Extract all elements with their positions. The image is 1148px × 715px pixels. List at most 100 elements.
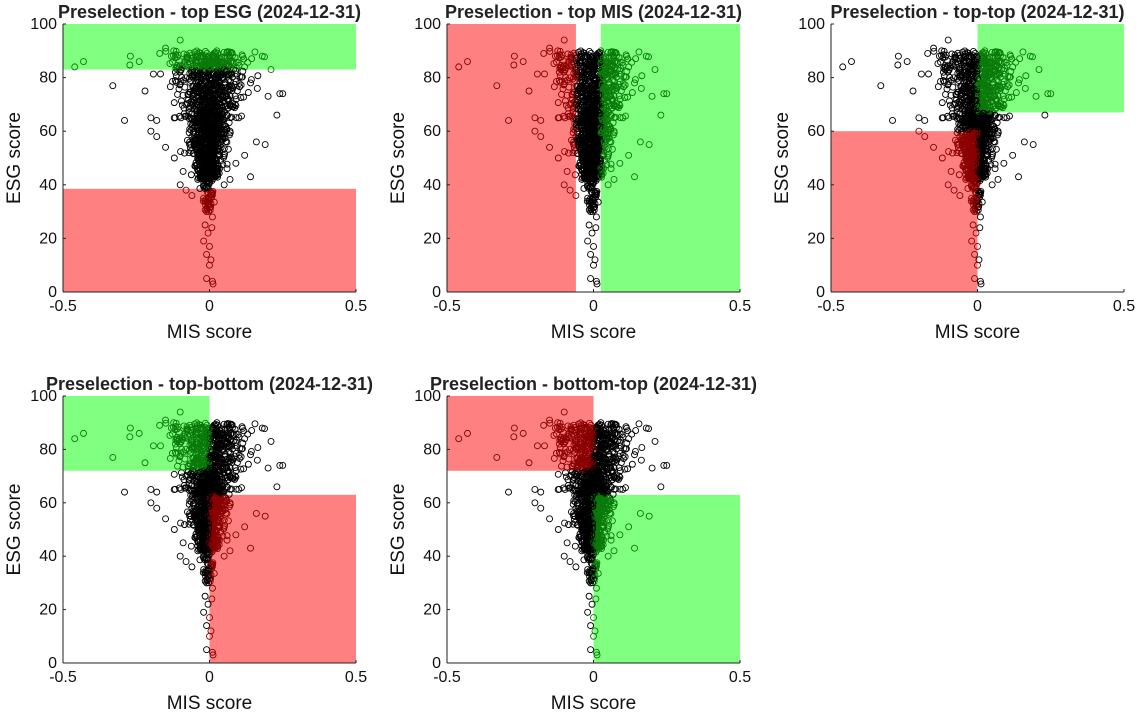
data-point [185, 149, 193, 157]
chart-title: Preselection - top ESG (2024-12-31) [58, 2, 361, 22]
data-point [976, 213, 984, 221]
data-point [174, 90, 181, 98]
data-point [198, 146, 206, 154]
data-point [924, 50, 932, 57]
y-tick-label: 40 [807, 177, 825, 194]
data-point [203, 96, 211, 104]
data-point [181, 149, 188, 157]
data-point [232, 102, 240, 109]
data-point [223, 95, 231, 103]
data-point [71, 63, 79, 71]
data-point [264, 464, 272, 472]
data-point [190, 125, 198, 133]
data-point [176, 181, 184, 189]
data-point [187, 54, 195, 62]
data-point [162, 44, 170, 52]
data-point [946, 97, 953, 105]
data-point [232, 95, 240, 103]
data-point [590, 242, 597, 250]
data-point [121, 117, 128, 124]
data-point [179, 167, 187, 175]
data-point [203, 646, 211, 654]
x-axis-label: MIS score [935, 322, 1021, 343]
data-point [942, 90, 949, 98]
data-point [279, 90, 287, 98]
data-point [203, 175, 211, 182]
data-point [590, 261, 597, 269]
data-point [153, 133, 161, 141]
data-point [216, 150, 224, 158]
data-point [848, 58, 855, 65]
data-point [894, 52, 902, 60]
data-point [248, 55, 256, 63]
data-point [217, 63, 225, 71]
data-point [273, 111, 281, 119]
x-tick-label: 0.5 [345, 298, 367, 315]
data-point [171, 114, 179, 122]
data-point [925, 70, 932, 78]
data-point [236, 83, 244, 91]
data-point [208, 277, 216, 285]
data-point [194, 73, 202, 81]
data-point [224, 48, 232, 56]
data-point [223, 165, 231, 173]
data-point [192, 135, 200, 143]
data-point [149, 70, 157, 78]
data-point [206, 261, 213, 269]
y-axis-label: ESG score [772, 112, 793, 204]
data-point [241, 151, 249, 159]
data-point [182, 74, 190, 82]
data-point [240, 93, 248, 101]
data-point [208, 224, 216, 232]
x-tick-label: 0 [973, 298, 982, 315]
data-point [877, 82, 885, 90]
data-point [1015, 173, 1022, 181]
data-point [251, 48, 259, 56]
y-axis-label: ESG score [4, 112, 25, 204]
data-point [205, 68, 213, 75]
y-tick-label: 80 [423, 70, 441, 87]
data-point [592, 224, 600, 232]
data-point [183, 51, 191, 59]
data-point [153, 117, 161, 124]
data-point [188, 121, 196, 129]
data-point [187, 171, 195, 179]
data-point [210, 198, 218, 206]
data-point [976, 224, 984, 232]
data-point [178, 97, 185, 105]
data-point [201, 221, 209, 229]
data-point [147, 486, 155, 493]
data-point [147, 127, 155, 135]
data-point [254, 72, 262, 80]
data-point [988, 181, 996, 189]
x-axis-label: MIS score [551, 322, 637, 343]
data-point [126, 61, 134, 69]
data-point [261, 53, 268, 61]
data-point [237, 81, 245, 89]
y-tick-label: 100 [414, 16, 441, 33]
data-point [203, 622, 211, 630]
data-point [944, 36, 952, 44]
data-point [201, 184, 209, 192]
data-point [238, 112, 245, 120]
data-point [915, 114, 923, 122]
data-point [170, 99, 178, 107]
data-point [169, 77, 176, 85]
data-point [238, 73, 246, 81]
data-point [214, 80, 222, 88]
data-point [264, 92, 272, 100]
data-point [121, 488, 128, 496]
data-point [202, 161, 210, 169]
data-point [215, 116, 223, 124]
y-tick-label: 20 [39, 230, 57, 247]
data-point [220, 181, 228, 189]
data-point [172, 64, 180, 72]
data-point [267, 437, 275, 445]
data-point [261, 141, 269, 149]
data-point [202, 201, 210, 209]
data-point [232, 78, 240, 86]
